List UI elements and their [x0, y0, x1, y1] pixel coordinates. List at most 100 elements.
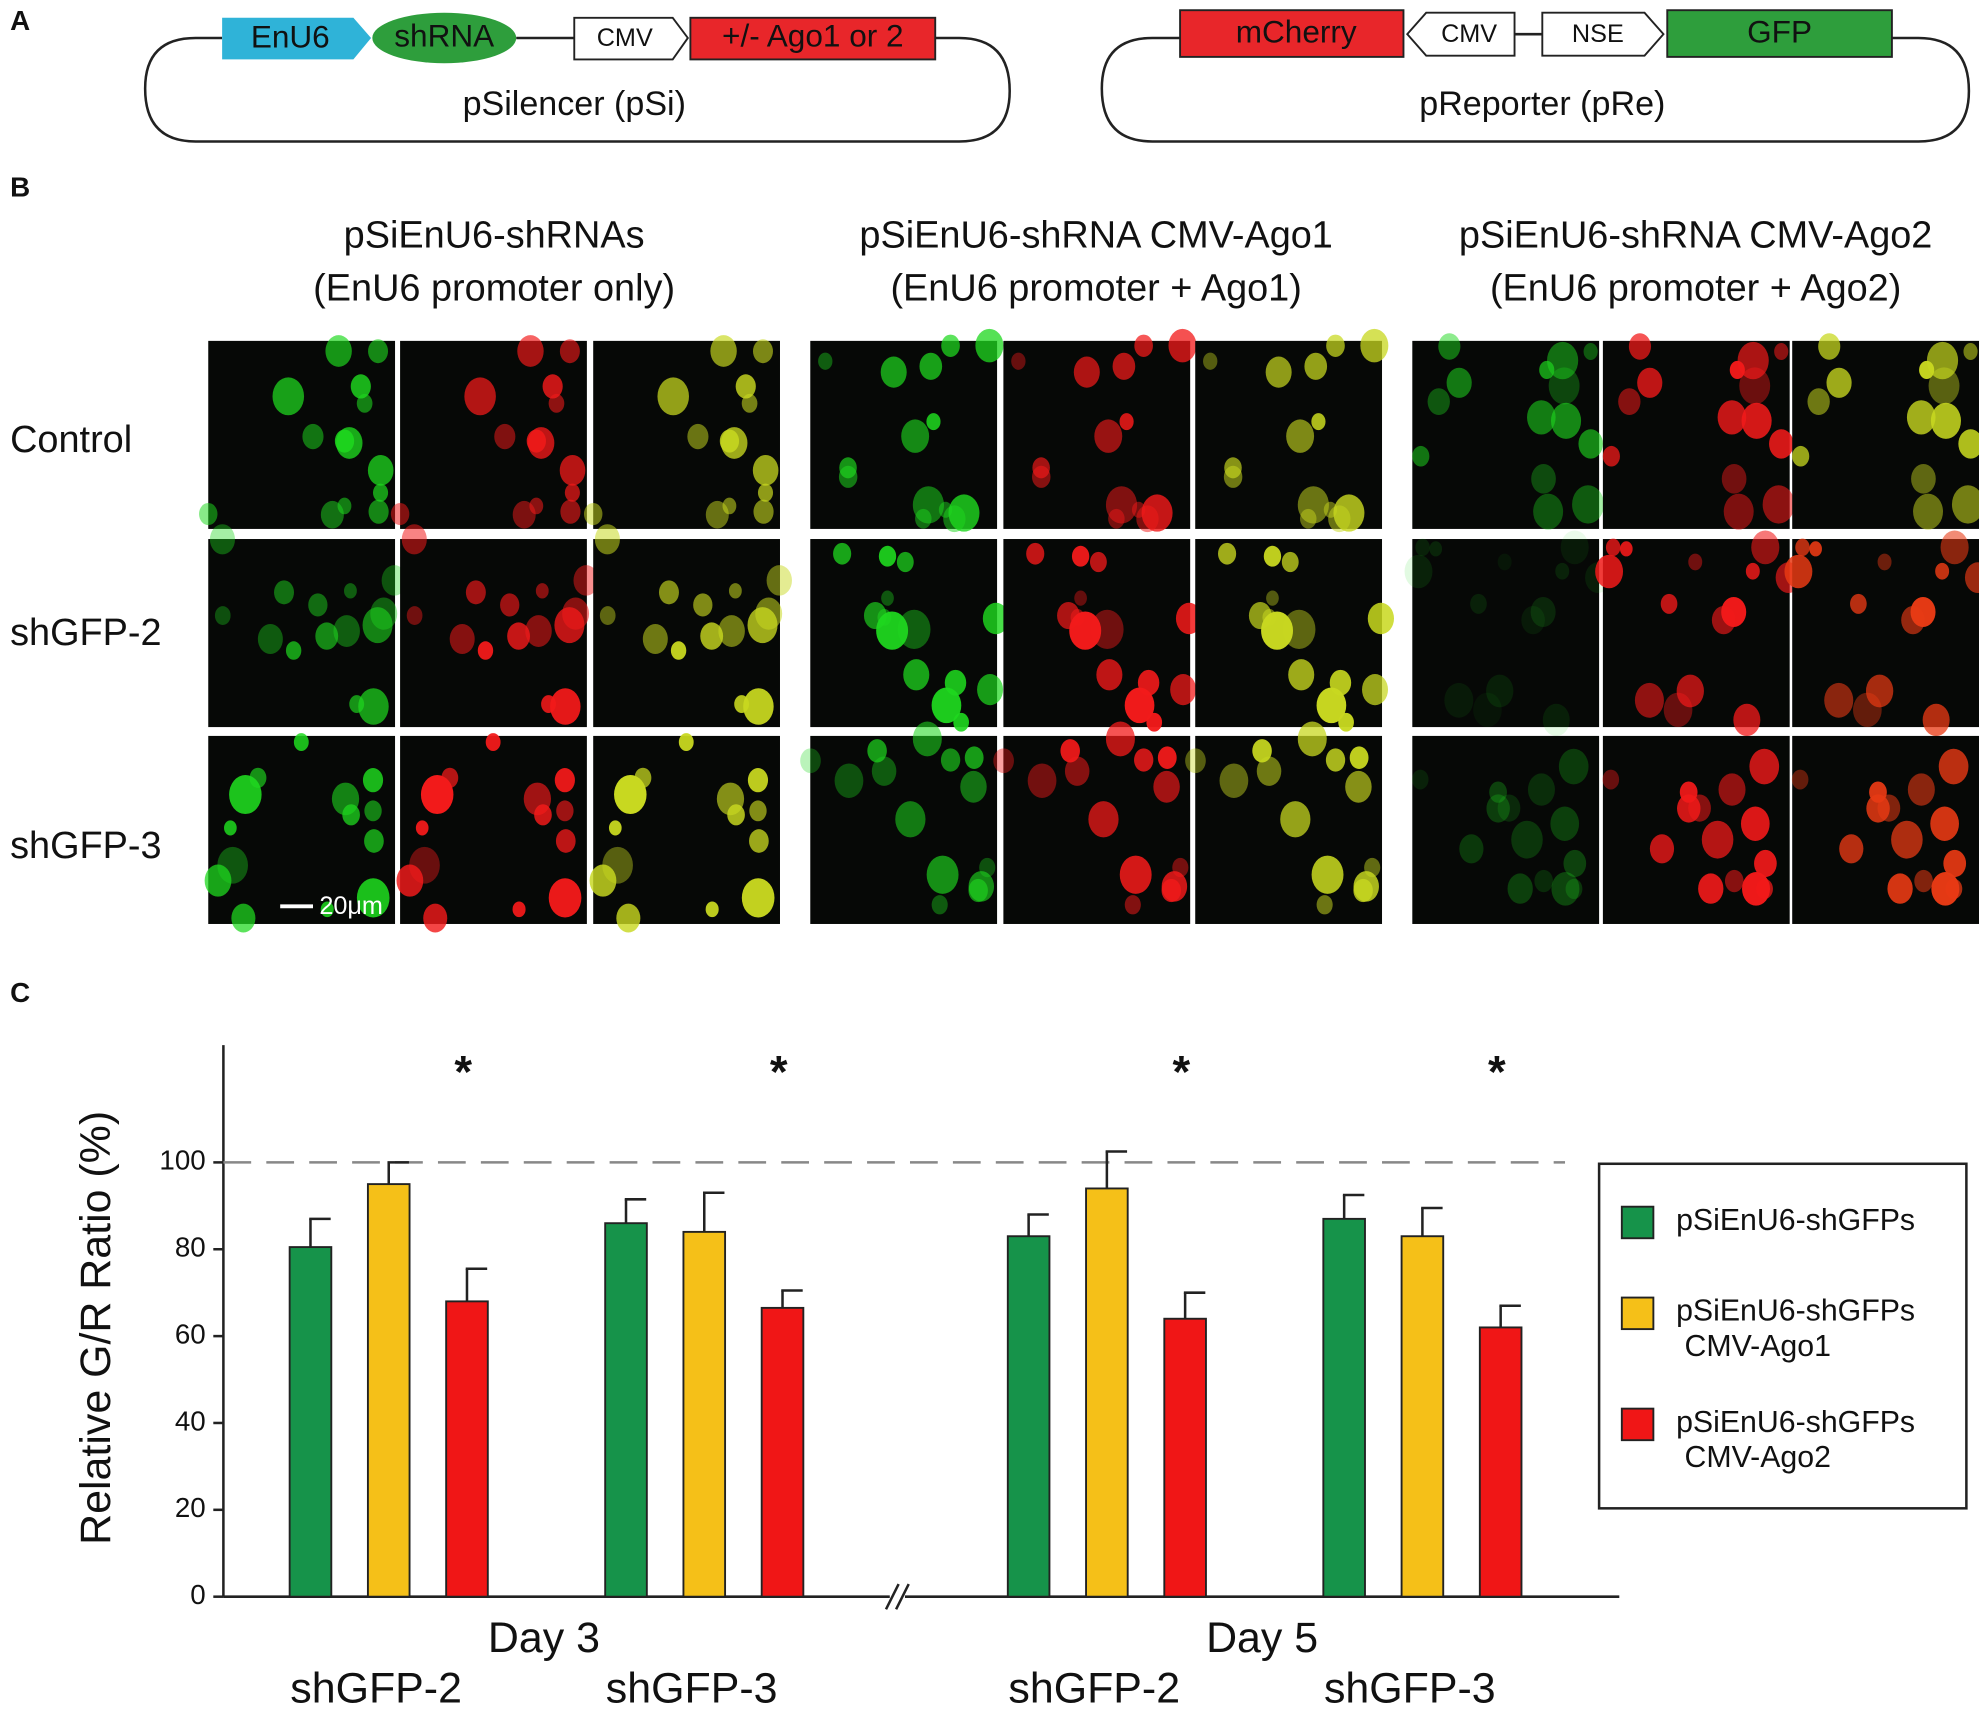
cell: [293, 733, 309, 751]
cell: [1299, 508, 1317, 529]
cell: [1926, 341, 1959, 380]
cell: [1427, 388, 1450, 416]
cell: [1412, 445, 1430, 467]
cell: [1261, 611, 1294, 650]
cell: [766, 565, 792, 596]
cell: [1252, 739, 1272, 763]
cell: [687, 423, 709, 450]
cell: [642, 623, 668, 655]
cell: [1826, 367, 1852, 398]
cell: [926, 413, 941, 431]
cell: [358, 688, 389, 725]
cell: [1444, 682, 1474, 718]
axis-break: [884, 1583, 900, 1610]
cell: [231, 903, 256, 933]
cell: [834, 763, 864, 798]
cell: [1280, 801, 1311, 838]
element-label: shRNA: [394, 17, 494, 53]
cell: [747, 768, 769, 793]
significance-marker: *: [1172, 1046, 1190, 1097]
cell: [1527, 773, 1555, 806]
cell: [1963, 342, 1978, 361]
micrograph-tile: [400, 340, 587, 529]
plasmid-name: pSilencer (pSi): [463, 85, 686, 123]
cell: [755, 597, 783, 630]
cell: [1530, 596, 1556, 628]
cell: [705, 901, 719, 918]
cell: [559, 454, 586, 486]
cell: [1349, 746, 1369, 770]
cell: [1521, 605, 1545, 635]
cell: [356, 878, 390, 918]
cell: [1533, 493, 1564, 530]
cell: [1964, 562, 1979, 594]
cell: [1807, 388, 1830, 416]
cell: [1919, 360, 1935, 380]
micrograph-tile: [208, 340, 396, 529]
cell: [658, 580, 679, 605]
cell: [1911, 464, 1936, 494]
column-subtitle: (EnU6 promoter + Ago2): [1490, 267, 1901, 309]
cell: [741, 878, 775, 918]
cell: [1711, 605, 1736, 635]
axis-break: [894, 1583, 910, 1610]
cell: [409, 846, 440, 884]
cell: [948, 494, 980, 532]
cell: [700, 622, 724, 650]
cell: [1527, 400, 1556, 435]
cell: [1131, 501, 1146, 518]
cell: [919, 352, 943, 380]
cell: [464, 377, 496, 416]
cell: [1602, 769, 1620, 790]
cell: [1907, 773, 1935, 806]
cell: [901, 419, 930, 453]
cell: [1297, 721, 1327, 757]
cell: [1511, 820, 1543, 859]
cell: [912, 486, 944, 524]
cell: [1134, 334, 1153, 357]
cell: [1733, 703, 1761, 737]
cell: [1958, 429, 1979, 459]
cell: [1563, 849, 1587, 878]
cell: [1064, 756, 1090, 786]
cell: [1489, 781, 1507, 803]
cell: [757, 483, 774, 502]
element-label: CMV: [597, 24, 653, 52]
y-tick-label: 20: [175, 1492, 206, 1523]
cell: [1256, 756, 1282, 786]
cell: [1660, 593, 1678, 614]
cell: [979, 857, 996, 878]
cell: [1745, 562, 1760, 580]
cell: [1792, 445, 1810, 467]
y-axis-label: Relative G/R Ratio (%): [72, 1111, 120, 1545]
cell: [1531, 464, 1556, 494]
cell: [1602, 445, 1620, 467]
column-title: pSiEnU6-shRNA CMV-Ago1: [859, 214, 1332, 256]
cell: [993, 748, 1014, 774]
cell: [1153, 770, 1180, 803]
bar: [1085, 1187, 1129, 1598]
cell: [1094, 419, 1123, 453]
cell: [710, 335, 737, 367]
cell: [1497, 553, 1512, 571]
cell: [1943, 849, 1967, 878]
cell: [1718, 773, 1746, 806]
cell: [1096, 659, 1123, 691]
cell: [364, 800, 382, 822]
row-label: shGFP-2: [10, 612, 161, 654]
legend-label: pSiEnU6-shGFPs: [1676, 1204, 1915, 1237]
cell: [1951, 485, 1979, 524]
cell: [1769, 429, 1794, 459]
cell: [903, 659, 930, 691]
cell: [1316, 687, 1347, 724]
cell: [344, 583, 357, 599]
cell: [368, 499, 389, 524]
cell: [915, 508, 932, 529]
cmv-promoter: [573, 16, 690, 61]
cell: [1105, 721, 1135, 757]
cell: [1649, 834, 1675, 864]
cell: [415, 820, 429, 836]
cell: [1316, 895, 1333, 915]
bar-chart: 0 20 40 60 80 100 Relative G/R Ratio (%) shGFP-…: [72, 1045, 1968, 1713]
bar: [604, 1222, 648, 1598]
